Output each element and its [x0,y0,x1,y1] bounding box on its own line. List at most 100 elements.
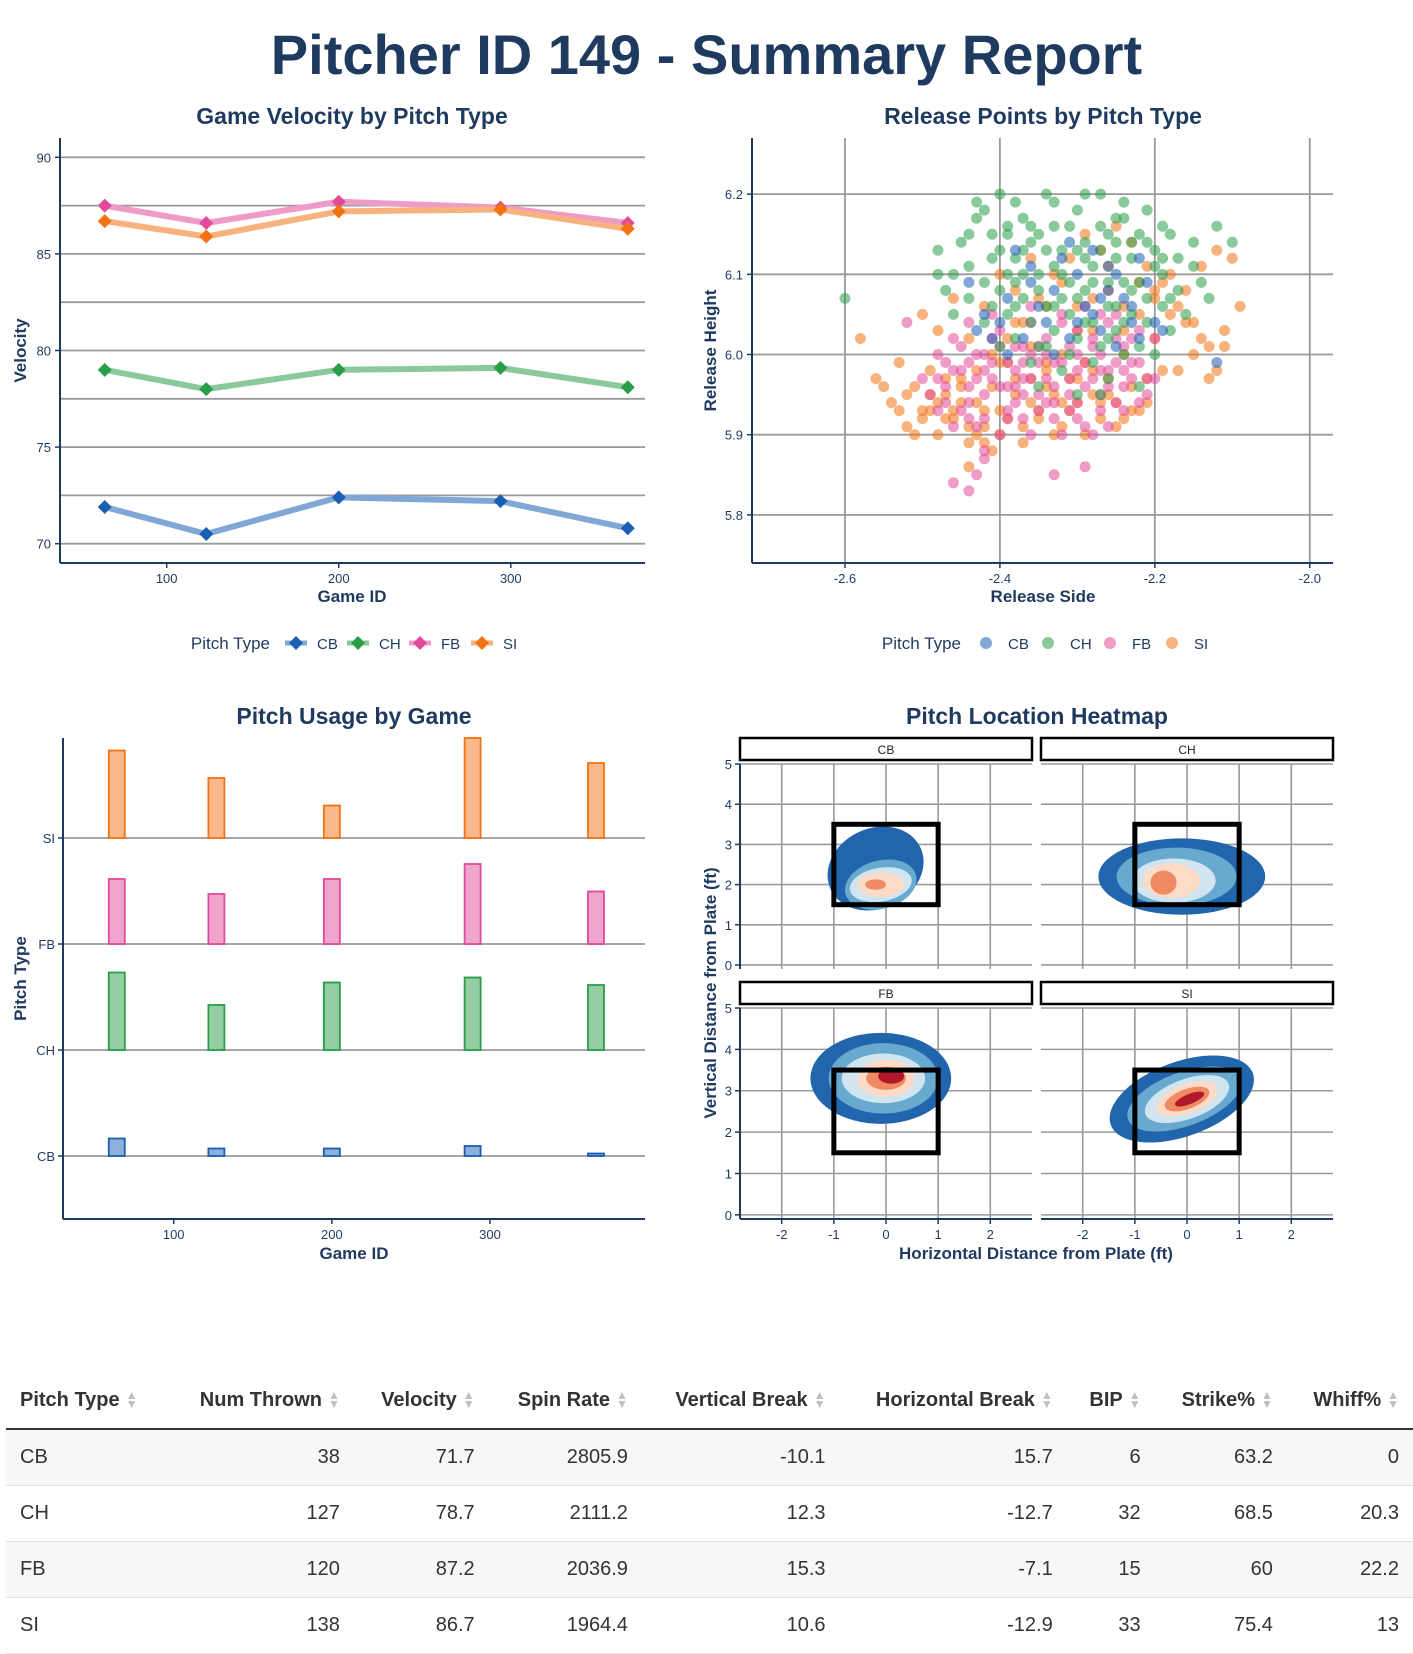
table-cell: -10.1 [641,1429,840,1486]
release-point-ch [1087,316,1099,328]
sort-arrows-icon[interactable]: ▲ ▼ [328,1388,340,1412]
table-cell: 75.4 [1154,1597,1287,1654]
table-cell: 15.7 [839,1429,1067,1486]
column-header[interactable]: Num Thrown ▲ ▼ [167,1372,354,1430]
release-point-fb [1064,340,1076,352]
column-header[interactable]: BIP ▲ ▼ [1066,1372,1155,1430]
release-point-ch [1002,308,1014,320]
release-point-ch [978,316,990,328]
release-point-ch [1095,244,1107,256]
release-point-ch [1149,349,1161,361]
release-point-fb [963,316,975,328]
release-point-ch [1025,236,1037,248]
release-point-cb [1009,244,1021,256]
release-point-ch [940,284,952,296]
table-row: CH 127 78.7 2111.2 12.3 -12.7 32 68.5 20.3 [6,1485,1413,1542]
release-point-ch [1033,268,1045,280]
pitch-location-heatmap: Pitch Location Heatmap CB 0 1 2 3 4 5 CH FB 0 1 2 3 4 5… [701,703,1335,1263]
column-header-label: Velocity [381,1388,457,1411]
column-header[interactable]: Whiff% ▲ ▼ [1286,1372,1413,1430]
release-point-si [1009,389,1021,401]
usage-bar-ch [463,976,482,1051]
release-point-fb [1141,373,1153,385]
release-point-fb [978,445,990,457]
release-point-cb [1040,316,1052,328]
release-point-ch [1095,188,1107,200]
release-point-ch [1157,220,1169,232]
column-header[interactable]: Velocity ▲ ▼ [353,1372,489,1430]
usage-x-tick-label: 100 [163,1227,185,1242]
release-point-cb [1064,236,1076,248]
release-point-si [1079,228,1091,240]
release-point-fb [1126,332,1138,344]
column-header[interactable]: Horizontal Break ▲ ▼ [839,1372,1067,1430]
release-point-fb [1025,300,1037,312]
release-point-ch [1195,276,1207,288]
heatmap-x-tick-label: -2 [776,1227,788,1242]
release-point-fb [1040,397,1052,409]
usage-bar-cb [463,1145,482,1157]
release-point-si [878,381,890,393]
release-point-fb [971,349,983,361]
heatmap-density-level [865,879,886,890]
sort-arrows-icon[interactable]: ▲ ▼ [1128,1388,1141,1412]
sort-arrows-icon[interactable]: ▲ ▼ [813,1388,826,1412]
release-point-fb [1009,365,1021,377]
release-chart-title: Release Points by Pitch Type [884,103,1202,129]
column-header[interactable]: Strike% ▲ ▼ [1154,1372,1287,1430]
release-point-fb [924,389,936,401]
column-header-label: Horizontal Break [875,1388,1035,1411]
velocity-legend-label: CH [379,636,401,653]
sort-arrows-icon[interactable]: ▲ ▼ [462,1388,475,1412]
release-point-fb [1009,397,1021,409]
release-point-ch [1118,349,1130,361]
release-point-cb [1033,300,1045,312]
velocity-point-si [97,214,112,229]
release-point-ch [1033,284,1045,296]
release-point-fb [1048,397,1060,409]
release-point-ch [1110,252,1122,264]
sort-arrows-icon[interactable]: ▲ ▼ [1387,1388,1399,1412]
sort-arrows-icon[interactable]: ▲ ▼ [1040,1388,1053,1412]
heatmap-y-tick-label: 3 [725,837,732,852]
release-point-fb [1017,413,1029,425]
heatmap-facet-label: SI [1181,987,1192,1001]
velocity-legend-label: CB [317,636,338,653]
release-point-si [978,421,990,433]
usage-chart-title: Pitch Usage by Game [236,703,471,729]
velocity-line-ch [104,364,629,393]
release-point-ch [1048,260,1060,272]
table-cell: FB [6,1541,168,1598]
column-header[interactable]: Vertical Break ▲ ▼ [641,1372,840,1430]
table-cell: 2805.9 [488,1429,642,1486]
release-point-ch [1040,340,1052,352]
velocity-legend-key-ch [351,636,365,650]
table-cell: 6 [1066,1429,1155,1486]
release-point-ch [994,284,1006,296]
heatmap-facet-strip [1039,980,1335,1006]
release-point-si [1133,308,1145,320]
release-point-ch [1157,252,1169,264]
release-point-si [1180,316,1192,328]
release-point-fb [1033,357,1045,369]
sort-arrows-icon[interactable]: ▲ ▼ [125,1388,138,1412]
release-point-si [1009,284,1021,296]
release-legend-label: CH [1070,636,1092,653]
strike-zone-box [1132,1067,1242,1156]
column-header[interactable]: Pitch Type ▲ ▼ [6,1372,168,1430]
release-point-cb [1126,316,1138,328]
table-cell: 60 [1154,1541,1287,1598]
release-point-si [1087,365,1099,377]
release-point-si [1195,260,1207,272]
heatmap-chart-title: Pitch Location Heatmap [906,703,1168,729]
sort-arrows-icon[interactable]: ▲ ▼ [615,1388,628,1412]
release-point-ch [1056,244,1068,256]
release-legend-label: CB [1008,636,1029,653]
usage-bar-si [207,777,226,839]
sort-arrows-icon[interactable]: ▲ ▼ [1261,1388,1273,1412]
release-legend-key-ch [1042,637,1054,649]
release-point-ch [1064,220,1076,232]
release-point-si [994,357,1006,369]
column-header[interactable]: Spin Rate ▲ ▼ [488,1372,642,1430]
table-cell: SI [6,1597,168,1654]
